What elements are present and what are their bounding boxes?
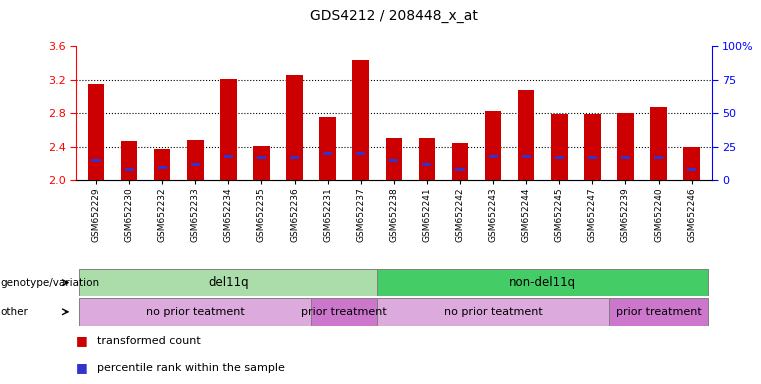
Bar [187,140,203,180]
Text: prior treatment: prior treatment [616,307,702,317]
Bar [518,90,534,180]
Bar [191,163,200,166]
Bar [286,74,303,180]
Bar [257,156,266,159]
Bar [352,60,369,180]
Text: non-del11q: non-del11q [509,276,576,289]
Bar [377,269,708,296]
Bar [121,141,137,180]
Text: del11q: del11q [208,276,249,289]
Bar [651,107,667,180]
Bar [455,168,464,171]
Text: ■: ■ [76,334,88,348]
Bar [377,298,609,326]
Text: percentile rank within the sample: percentile rank within the sample [97,363,285,373]
Bar [555,156,564,159]
Text: no prior teatment: no prior teatment [444,307,543,317]
Bar [125,168,134,171]
Bar [88,84,104,180]
Bar [79,298,311,326]
Bar [320,118,336,180]
Bar [419,139,435,180]
Bar [485,111,501,180]
Bar [154,149,170,180]
Bar [489,155,498,158]
Text: ■: ■ [76,361,88,374]
Bar [521,155,530,158]
Bar [158,166,167,169]
Text: no prior teatment: no prior teatment [146,307,244,317]
Bar [290,156,299,159]
Text: other: other [1,307,29,317]
Bar [224,155,233,158]
Bar [654,156,663,159]
Text: GDS4212 / 208448_x_at: GDS4212 / 208448_x_at [310,9,478,23]
Bar [390,159,398,162]
Bar [617,113,634,180]
Bar [220,79,237,180]
Bar [621,156,630,159]
Text: genotype/variation: genotype/variation [1,278,100,288]
Bar [323,152,333,155]
Bar [687,168,696,171]
Bar [311,298,377,326]
Bar [452,143,468,180]
Bar [253,146,269,180]
Bar [683,147,700,180]
Bar [609,298,708,326]
Bar [91,159,100,162]
Bar [79,269,377,296]
Bar [551,114,568,180]
Bar [386,139,402,180]
Bar [422,163,431,166]
Text: transformed count: transformed count [97,336,201,346]
Text: prior treatment: prior treatment [301,307,387,317]
Bar [584,114,600,180]
Bar [587,156,597,159]
Bar [356,152,365,155]
